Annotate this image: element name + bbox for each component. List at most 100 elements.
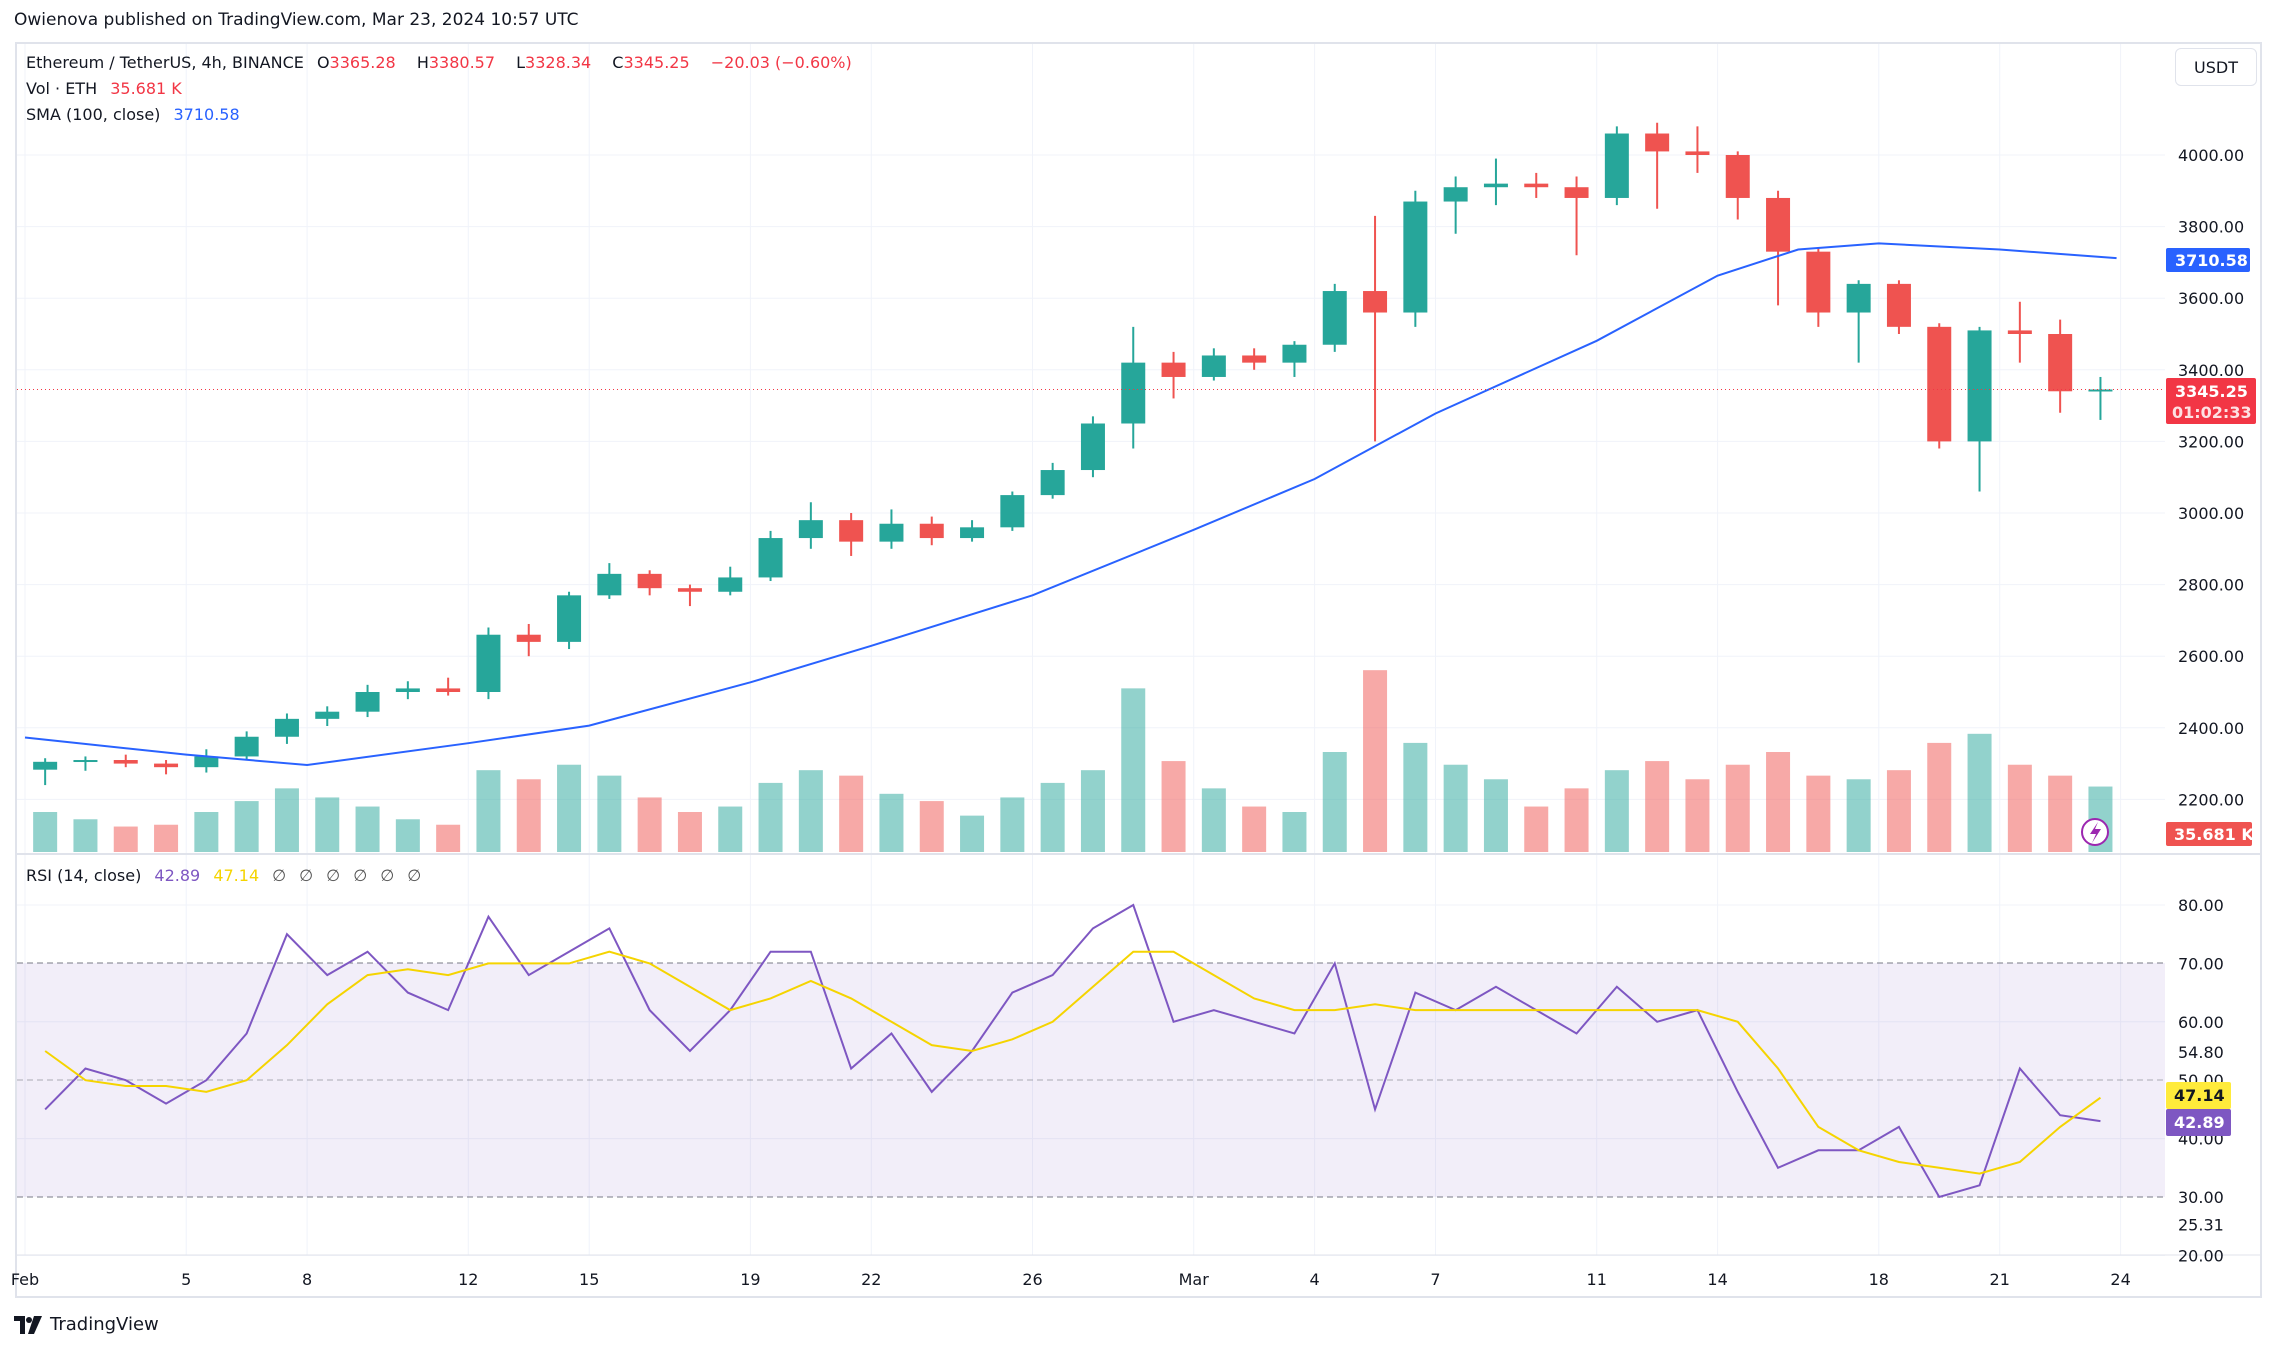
rsi-extra-1: ∅ bbox=[299, 866, 314, 885]
candle bbox=[1000, 491, 1025, 531]
rsi-label: RSI (14, close) bbox=[26, 866, 142, 885]
candle bbox=[557, 591, 582, 650]
candle bbox=[234, 731, 259, 761]
candle-body bbox=[113, 760, 138, 764]
candle bbox=[718, 566, 743, 596]
candle-body bbox=[476, 634, 501, 692]
candle-body bbox=[1886, 283, 1911, 327]
volume-bar bbox=[1846, 779, 1871, 852]
volume-bar bbox=[597, 775, 622, 852]
candle bbox=[1524, 172, 1549, 198]
volume-bar bbox=[1282, 812, 1307, 852]
volume-bar bbox=[919, 801, 944, 852]
brand-name: TradingView bbox=[50, 1314, 159, 1335]
candle bbox=[1886, 280, 1911, 334]
time-label: 21 bbox=[1990, 1270, 2010, 1289]
time-label: Mar bbox=[1179, 1270, 1210, 1289]
candle bbox=[1806, 248, 1831, 327]
candle bbox=[1040, 462, 1065, 499]
sma-legend[interactable]: SMA (100, close) 3710.58 bbox=[26, 105, 248, 124]
countdown: 01:02:33 bbox=[2172, 403, 2252, 422]
candle bbox=[1766, 190, 1791, 306]
volume-bar bbox=[1483, 779, 1508, 852]
volume-bar bbox=[1806, 775, 1831, 852]
volume-legend[interactable]: Vol · ETH 35.681 K bbox=[26, 79, 190, 98]
candle-body bbox=[1564, 187, 1589, 198]
currency-button[interactable]: USDT bbox=[2175, 48, 2257, 86]
volume-bar bbox=[1121, 688, 1146, 852]
rsi-tick: 25.31 bbox=[2178, 1215, 2224, 1234]
candle-body bbox=[154, 763, 179, 768]
rsi-legend[interactable]: RSI (14, close) 42.89 47.14 ∅ ∅ ∅ ∅ ∅ ∅ bbox=[26, 866, 429, 885]
volume-tag-value: 35.681 K bbox=[2174, 825, 2254, 844]
candle-body bbox=[758, 538, 783, 578]
candle bbox=[1121, 326, 1146, 449]
volume-bar bbox=[1201, 788, 1226, 852]
candle-body bbox=[1080, 423, 1105, 471]
candle bbox=[355, 684, 380, 718]
candle bbox=[1282, 341, 1307, 377]
candle-body bbox=[1000, 495, 1025, 528]
volume-bar bbox=[2048, 775, 2073, 852]
open-label: O bbox=[316, 53, 330, 72]
rsi-extra-3: ∅ bbox=[353, 866, 368, 885]
candle bbox=[597, 563, 622, 599]
volume-bar bbox=[557, 764, 582, 852]
volume-bar bbox=[234, 801, 259, 852]
candle-body bbox=[194, 756, 219, 768]
rsi-extra-0: ∅ bbox=[272, 866, 287, 885]
sma-tag-value: 3710.58 bbox=[2175, 251, 2248, 270]
candle bbox=[1483, 158, 1508, 206]
price-axis: 4000.00 3800.00 3600.00 3400.00 3200.00 3000.… bbox=[2178, 146, 2244, 809]
time-label: 7 bbox=[1430, 1270, 1440, 1289]
volume-label: Vol · ETH bbox=[26, 79, 98, 98]
volume-bar bbox=[1524, 806, 1549, 852]
volume-bar bbox=[1685, 779, 1710, 852]
volume-bar bbox=[758, 782, 783, 852]
sma-price-tag: 3710.58 bbox=[2166, 248, 2250, 272]
candle bbox=[1242, 348, 1267, 370]
rsi-extra-2: ∅ bbox=[326, 866, 341, 885]
time-label: Feb bbox=[11, 1270, 39, 1289]
candle-body bbox=[1161, 362, 1186, 377]
volume-bar bbox=[1322, 752, 1347, 852]
candle-body bbox=[1242, 355, 1267, 363]
candle bbox=[677, 584, 702, 607]
candle-body bbox=[637, 573, 662, 589]
candle bbox=[395, 681, 420, 700]
volume-bar bbox=[1927, 742, 1952, 852]
volume-bar bbox=[677, 812, 702, 852]
volume-bar bbox=[516, 779, 541, 852]
volume-bar bbox=[1645, 761, 1670, 852]
tradingview-logo-icon bbox=[14, 1315, 42, 1334]
candle bbox=[1604, 126, 1629, 206]
lightning-icon[interactable] bbox=[2081, 818, 2109, 846]
candle bbox=[1927, 323, 1952, 449]
rsi-tick: 20.00 bbox=[2178, 1246, 2224, 1265]
tradingview-logo[interactable]: TradingView bbox=[14, 1314, 159, 1335]
low-value: 3328.34 bbox=[525, 53, 592, 72]
candle bbox=[1403, 190, 1428, 327]
time-label: 19 bbox=[740, 1270, 760, 1289]
candle-body bbox=[960, 527, 985, 539]
time-label: 14 bbox=[1707, 1270, 1727, 1289]
rsi-ma-tag: 47.14 bbox=[2166, 1082, 2231, 1109]
rsi-ma-line bbox=[44, 950, 2102, 1175]
volume-bar bbox=[1564, 788, 1589, 852]
candle-body bbox=[919, 523, 944, 539]
candle bbox=[1725, 151, 1750, 220]
volume-value: 35.681 K bbox=[110, 79, 182, 98]
candle bbox=[1201, 348, 1226, 381]
time-label: 8 bbox=[302, 1270, 312, 1289]
volume-bar bbox=[355, 806, 380, 852]
volume-bar bbox=[194, 812, 219, 852]
candles bbox=[33, 122, 2113, 786]
rsi-extra-5: ∅ bbox=[407, 866, 422, 885]
symbol-legend[interactable]: Ethereum / TetherUS, 4h, BINANCE O3365.2… bbox=[26, 53, 860, 72]
time-label: 24 bbox=[2110, 1270, 2130, 1289]
candle-body bbox=[1322, 291, 1347, 345]
candle-body bbox=[1645, 133, 1670, 152]
volume-bar bbox=[1363, 670, 1388, 852]
candle-body bbox=[274, 718, 299, 737]
